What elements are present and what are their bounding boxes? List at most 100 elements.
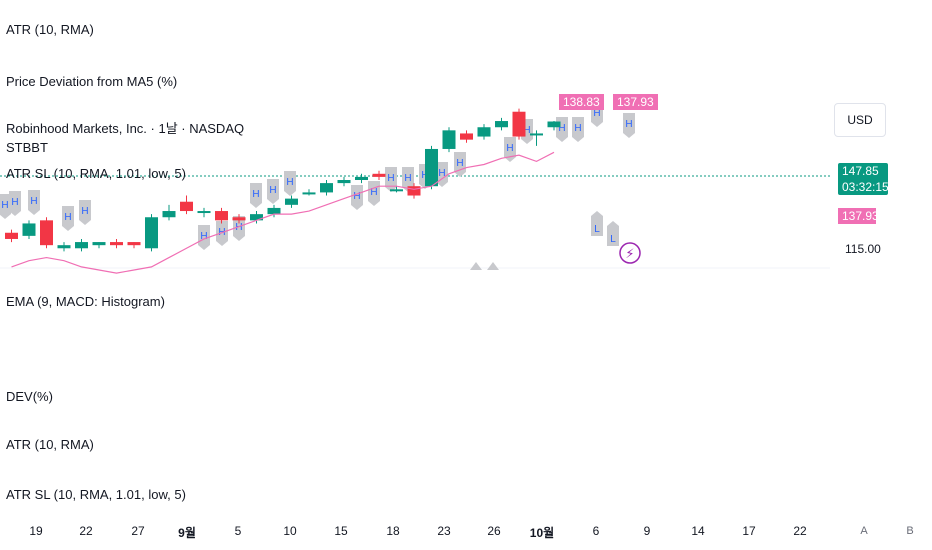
price-deviation-label[interactable]: Price Deviation from MA5 (%) (6, 74, 178, 89)
high-marker[interactable]: H (556, 117, 568, 142)
candle (355, 173, 368, 184)
time-axis-label: 19 (29, 524, 43, 538)
time-axis-label: 22 (79, 524, 93, 538)
low-marker-label: L (610, 234, 616, 245)
high-marker[interactable]: H (454, 152, 466, 177)
high-marker-label: H (593, 108, 600, 119)
candle (320, 180, 333, 196)
time-axis-label: 9월 (178, 526, 196, 540)
high-marker[interactable]: H (402, 167, 414, 192)
high-marker-label: H (11, 197, 18, 208)
candle (302, 189, 316, 196)
high-marker-label: H (387, 173, 394, 184)
atr-bottom-label[interactable]: ATR (10, RMA) (6, 437, 94, 452)
high-marker-label: H (1, 200, 8, 211)
event-icon[interactable]: ⚡ (619, 242, 641, 264)
time-axis-label: 5 (234, 524, 242, 538)
candle (232, 214, 246, 224)
auto-scale-button[interactable]: A (860, 525, 868, 537)
high-marker-label: H (64, 212, 71, 223)
high-marker-label: H (353, 191, 360, 202)
high-marker[interactable]: H (572, 117, 584, 142)
high-marker[interactable]: H (250, 183, 262, 208)
candle (267, 204, 281, 218)
low-marker[interactable]: L (607, 221, 619, 246)
high-marker-label: H (235, 222, 242, 233)
low-marker[interactable]: L (591, 211, 603, 236)
time-axis-label: 10월 (529, 526, 555, 540)
time-axis-label: 27 (131, 524, 145, 538)
high-marker[interactable]: H (284, 171, 296, 196)
candle (250, 211, 263, 224)
ema-macd-label[interactable]: EMA (9, MACD: Histogram) (6, 294, 165, 309)
candle (40, 217, 53, 249)
atr-sl-label[interactable]: ATR SL (10, RMA, 1.01, low, 5) (6, 166, 186, 181)
high-marker-label: H (456, 158, 463, 169)
candle (337, 176, 351, 187)
high-marker[interactable]: H (0, 194, 11, 219)
high-marker-label: H (286, 177, 293, 188)
candle (22, 220, 36, 239)
high-marker-label: H (558, 123, 565, 134)
candle (460, 130, 473, 143)
candle (512, 108, 526, 140)
high-marker[interactable]: H (233, 216, 245, 241)
low-marker-label: L (594, 224, 600, 235)
candle (5, 229, 18, 243)
high-marker[interactable]: H (504, 137, 516, 162)
high-marker[interactable]: H (267, 179, 279, 204)
low-marker-tip (470, 262, 482, 270)
time-axis-label: 6 (592, 524, 600, 538)
top-price-tag-2: 137.93 (613, 94, 658, 110)
symbol-label[interactable]: Robinhood Markets, Inc. · 1날 · NASDAQ (6, 121, 245, 136)
time-axis-label: 9 (643, 524, 651, 538)
candle (372, 170, 386, 180)
candle (145, 214, 158, 252)
candle (530, 130, 543, 146)
time-axis-label: 17 (742, 524, 756, 538)
high-marker-label: H (252, 189, 259, 200)
high-marker[interactable]: H (623, 113, 635, 138)
candle (92, 242, 106, 249)
atr-sl-price-tag: 137.93 (838, 208, 879, 224)
high-marker[interactable]: H (368, 181, 380, 206)
high-marker-label: H (200, 231, 207, 242)
time-axis-label: 23 (437, 524, 451, 538)
candle (285, 195, 298, 208)
candle (215, 207, 228, 224)
high-marker-label: H (269, 185, 276, 196)
high-marker[interactable]: H (385, 167, 397, 192)
candle (57, 242, 71, 252)
high-marker-label: H (370, 187, 377, 198)
candle (110, 238, 123, 249)
high-marker[interactable]: H (351, 185, 363, 210)
atr-sl-line (11, 151, 555, 274)
browse-button[interactable]: B (906, 525, 914, 537)
stbbt-label[interactable]: STBBT (6, 140, 48, 155)
high-marker[interactable]: H (28, 190, 40, 215)
atr-sl-bottom-label[interactable]: ATR SL (10, RMA, 1.01, low, 5) (6, 487, 186, 502)
high-marker[interactable]: H (9, 191, 21, 216)
time-axis-label: 15 (334, 524, 348, 538)
candle (425, 145, 438, 190)
high-marker[interactable]: H (79, 200, 91, 225)
last-price-value: 147.85 (842, 164, 879, 178)
low-marker-tip (487, 262, 499, 270)
currency-button[interactable]: USD (834, 103, 886, 137)
candle (477, 124, 491, 140)
candle (547, 121, 561, 131)
high-marker-label: H (574, 123, 581, 134)
time-axis-label: 18 (386, 524, 400, 538)
high-marker[interactable]: H (198, 225, 210, 250)
candle (495, 117, 508, 131)
time-axis-label: 10 (283, 524, 297, 538)
high-marker[interactable]: H (62, 206, 74, 231)
top-price-tag-1: 138.83 (559, 94, 604, 110)
high-marker-label: H (506, 143, 513, 154)
candle (197, 207, 211, 218)
atr-top-label[interactable]: ATR (10, RMA) (6, 22, 94, 37)
time-axis-label: 14 (691, 524, 705, 538)
dev-label[interactable]: DEV(%) (6, 389, 53, 404)
candle (75, 238, 88, 252)
